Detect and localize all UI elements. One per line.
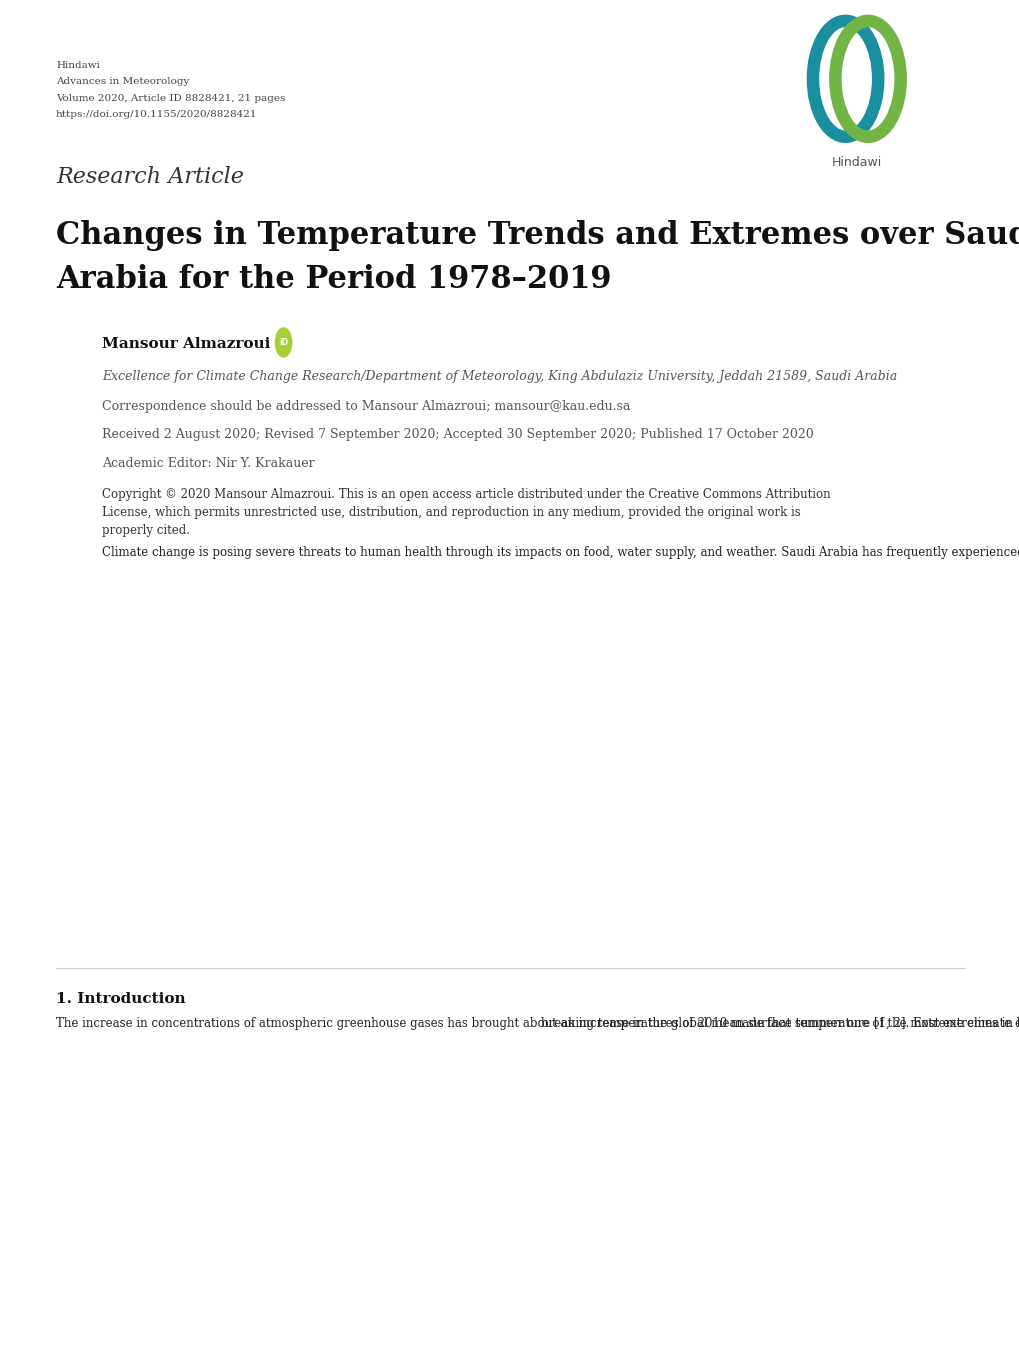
Text: Mansour Almazroui: Mansour Almazroui	[102, 337, 270, 351]
Text: Academic Editor: Nir Y. Krakauer: Academic Editor: Nir Y. Krakauer	[102, 457, 314, 470]
Text: Excellence for Climate Change Research/Department of Meteorology, King Abdulaziz: Excellence for Climate Change Research/D…	[102, 370, 897, 383]
Text: Volume 2020, Article ID 8828421, 21 pages: Volume 2020, Article ID 8828421, 21 page…	[56, 94, 285, 103]
Text: Arabia for the Period 1978–2019: Arabia for the Period 1978–2019	[56, 264, 611, 295]
Text: iD: iD	[279, 338, 287, 347]
Text: Changes in Temperature Trends and Extremes over Saudi: Changes in Temperature Trends and Extrem…	[56, 220, 1019, 251]
Text: Received 2 August 2020; Revised 7 September 2020; Accepted 30 September 2020; Pu: Received 2 August 2020; Revised 7 Septem…	[102, 428, 813, 442]
Text: Advances in Meteorology: Advances in Meteorology	[56, 77, 190, 87]
Text: breaking temperatures of 2010 made that summer one of the most extremes in histo: breaking temperatures of 2010 made that …	[540, 1017, 1019, 1030]
Text: Correspondence should be addressed to Mansour Almazroui; mansour@kau.edu.sa: Correspondence should be addressed to Ma…	[102, 400, 630, 413]
Text: Hindawi: Hindawi	[830, 156, 881, 169]
Text: The increase in concentrations of atmospheric greenhouse gases has brought about: The increase in concentrations of atmosp…	[56, 1017, 1019, 1030]
Ellipse shape	[275, 328, 291, 357]
Text: Climate change is posing severe threats to human health through its impacts on f: Climate change is posing severe threats …	[102, 546, 1019, 560]
Text: Hindawi: Hindawi	[56, 61, 100, 71]
Text: Research Article: Research Article	[56, 166, 244, 188]
Text: Copyright © 2020 Mansour Almazroui. This is an open access article distributed u: Copyright © 2020 Mansour Almazroui. This…	[102, 488, 829, 537]
Text: https://doi.org/10.1155/2020/8828421: https://doi.org/10.1155/2020/8828421	[56, 110, 258, 120]
Text: 1. Introduction: 1. Introduction	[56, 992, 185, 1006]
